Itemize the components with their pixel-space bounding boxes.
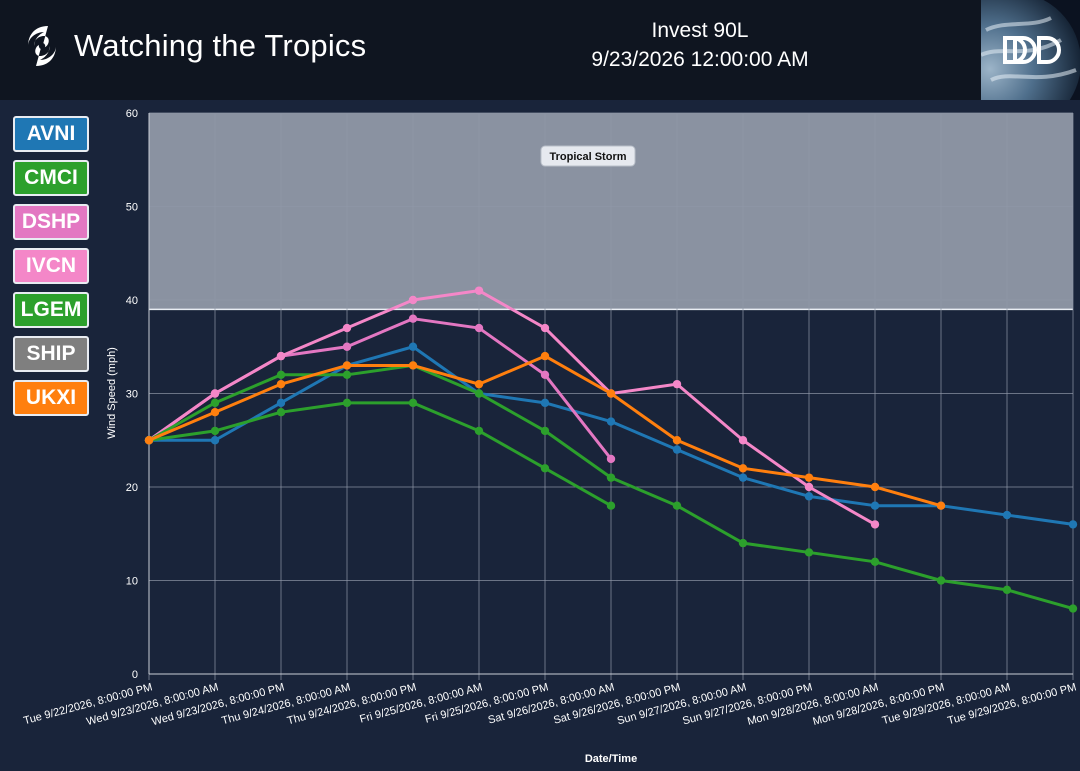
data-point-avni <box>408 342 418 351</box>
data-point-dshp <box>342 342 352 351</box>
band-label: Tropical Storm <box>549 151 626 163</box>
data-point-cmci <box>408 398 418 408</box>
storm-info: Invest 90L 9/23/2026 12:00:00 AM <box>500 16 900 74</box>
header-bar: Watching the Tropics Invest 90L 9/23/202… <box>0 0 1080 100</box>
data-point-dshp <box>540 370 550 379</box>
data-point-avni <box>738 473 748 482</box>
data-point-avni <box>1068 520 1078 529</box>
data-point-ukxi <box>672 436 682 445</box>
data-point-avni <box>1002 510 1012 520</box>
forecast-timestamp: 9/23/2026 12:00:00 AM <box>591 48 809 71</box>
data-point-ivcn <box>672 379 682 389</box>
data-point-ukxi <box>144 436 154 445</box>
data-point-dshp <box>474 323 484 333</box>
y-tick-label: 60 <box>126 108 138 120</box>
data-point-lgem <box>606 473 616 482</box>
data-point-ukxi <box>540 351 550 361</box>
data-point-cmci <box>342 398 352 408</box>
legend-button-avni[interactable]: AVNI <box>13 116 89 152</box>
y-tick-label: 50 <box>126 202 138 214</box>
data-point-cmci <box>540 464 550 473</box>
data-point-ivcn <box>804 482 814 492</box>
data-point-dshp <box>606 454 616 464</box>
app-title: Watching the Tropics <box>74 28 367 63</box>
data-point-ivcn <box>474 286 484 295</box>
data-point-lgem <box>1068 604 1078 613</box>
y-tick-label: 40 <box>126 295 138 307</box>
data-point-ivcn <box>408 295 418 305</box>
data-point-lgem <box>1002 585 1012 595</box>
data-point-avni <box>672 445 682 454</box>
y-tick-label: 0 <box>132 669 138 681</box>
earth-logo-icon <box>981 0 1080 100</box>
data-point-ivcn <box>540 323 550 333</box>
data-point-ukxi <box>474 379 484 389</box>
y-tick-label: 10 <box>126 576 138 588</box>
data-point-avni <box>540 398 550 408</box>
data-point-ukxi <box>342 361 352 370</box>
legend-button-ship[interactable]: SHIP <box>13 336 89 372</box>
brand: Watching the Tropics <box>22 22 366 70</box>
data-point-ukxi <box>210 408 220 417</box>
data-point-ivcn <box>342 323 352 333</box>
data-point-ivcn <box>738 436 748 445</box>
data-point-dshp <box>408 314 418 323</box>
legend-button-lgem[interactable]: LGEM <box>13 292 89 328</box>
data-point-lgem <box>672 501 682 510</box>
logo <box>981 0 1080 100</box>
storm-name: Invest 90L <box>651 19 749 42</box>
data-point-ukxi <box>936 501 946 510</box>
data-point-ukxi <box>276 379 286 389</box>
data-point-lgem <box>936 576 946 585</box>
data-point-cmci <box>474 426 484 436</box>
hurricane-icon <box>28 26 56 66</box>
data-point-lgem <box>276 370 286 379</box>
data-point-ukxi <box>870 482 880 492</box>
data-point-lgem <box>804 548 814 557</box>
series-line-cmci <box>148 401 612 508</box>
data-point-ivcn <box>210 389 220 398</box>
data-point-cmci <box>210 426 220 436</box>
band-label-box <box>540 145 636 167</box>
x-axis-title: Date/Time <box>585 753 637 765</box>
data-point-cmci <box>276 408 286 417</box>
data-point-lgem <box>870 557 880 566</box>
data-point-lgem <box>540 426 550 436</box>
y-tick-label: 30 <box>126 389 138 401</box>
legend-button-cmci[interactable]: CMCI <box>13 160 89 196</box>
legend-button-ukxi[interactable]: UKXI <box>13 380 89 416</box>
data-point-avni <box>606 417 616 426</box>
model-legend: AVNI CMCI DSHP IVCN LGEM SHIP UKXI <box>13 116 95 424</box>
data-point-avni <box>870 501 880 510</box>
data-point-ukxi <box>804 473 814 482</box>
data-point-lgem <box>210 398 220 408</box>
y-tick-label: 20 <box>126 482 138 494</box>
y-axis-title: Wind Speed (mph) <box>106 347 118 439</box>
data-point-ukxi <box>738 464 748 473</box>
data-point-ukxi <box>606 389 616 398</box>
data-point-lgem <box>474 389 484 398</box>
data-point-ivcn <box>870 520 880 529</box>
data-point-avni <box>276 398 286 408</box>
data-point-lgem <box>738 538 748 548</box>
data-point-lgem <box>342 370 352 379</box>
data-point-cmci <box>606 501 616 510</box>
legend-button-ivcn[interactable]: IVCN <box>13 248 89 284</box>
legend-button-dshp[interactable]: DSHP <box>13 204 89 240</box>
data-point-avni <box>804 492 814 501</box>
series-line-ivcn <box>148 289 876 526</box>
data-point-ivcn <box>276 351 286 361</box>
data-point-avni <box>210 436 220 445</box>
data-point-ukxi <box>408 361 418 370</box>
